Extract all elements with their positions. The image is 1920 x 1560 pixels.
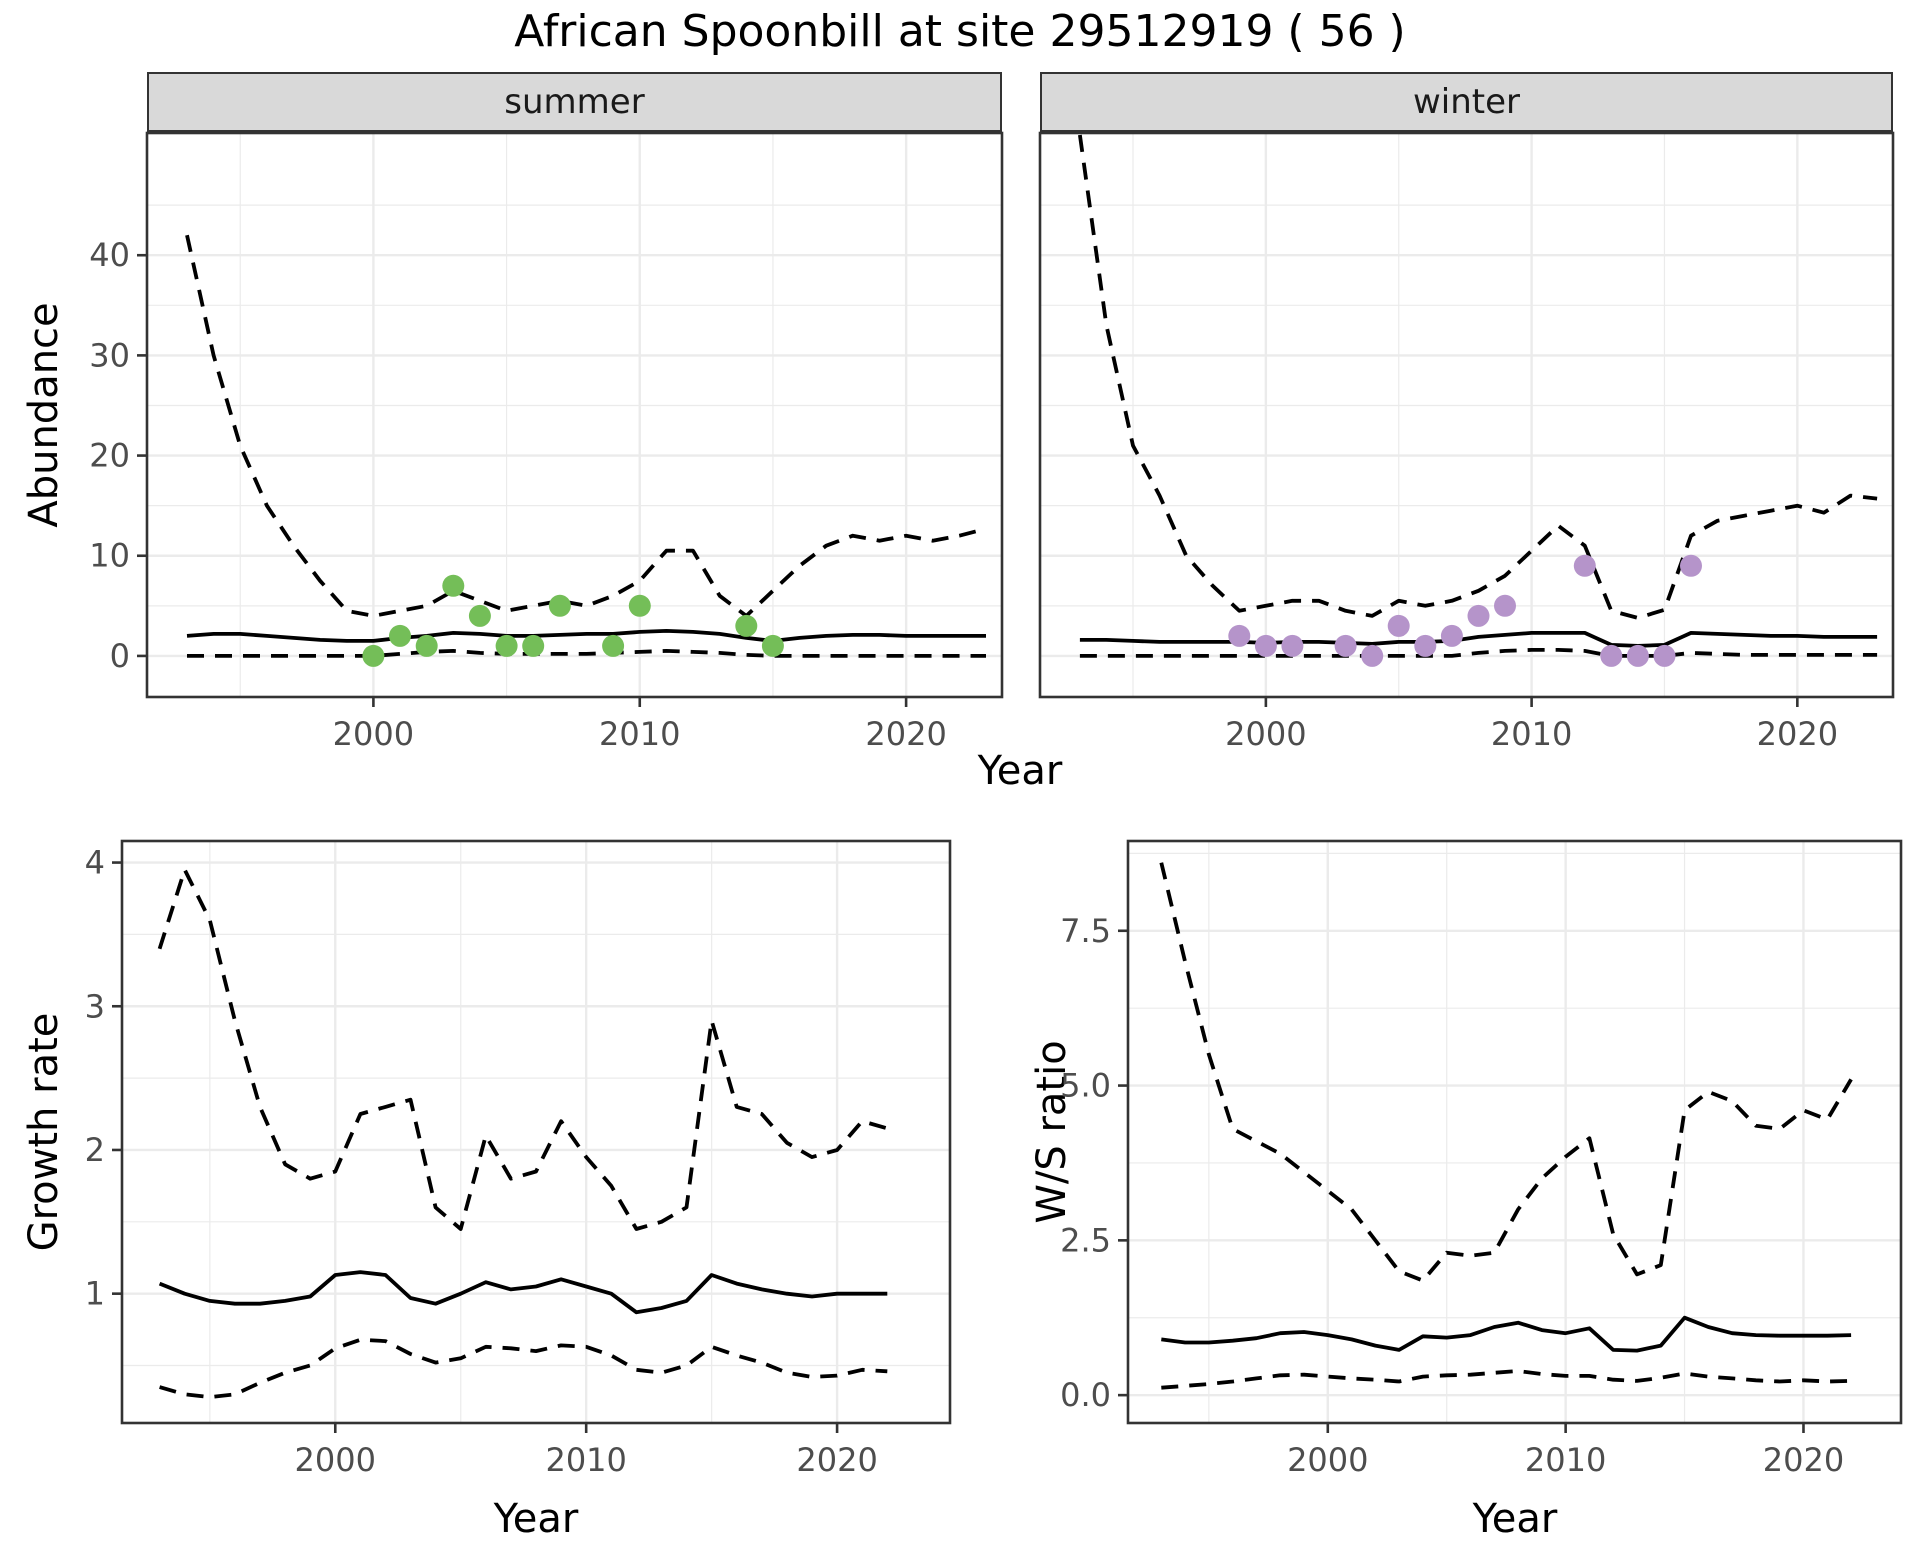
abundance-winter-panel-border xyxy=(1038,131,1895,699)
y-tick-label: 1 xyxy=(85,1275,105,1313)
x-tick-label: 2000 xyxy=(333,715,414,753)
abundance-winter-chart: 2000 2010 2020 xyxy=(1038,131,1895,753)
data-point xyxy=(468,604,491,627)
growth-rate-lower-95ci-line xyxy=(159,1337,888,1399)
data-point xyxy=(1440,624,1463,647)
y-tick-label: 2.5 xyxy=(1060,1221,1111,1259)
y-tick-label: 2 xyxy=(85,1131,105,1169)
facet-strip-winter: winter xyxy=(1040,72,1893,132)
y-tick-label: 4 xyxy=(85,844,105,882)
y-tick-label: 0 xyxy=(110,637,130,675)
abundance-summer-upper-95ci-line xyxy=(185,234,987,618)
abundance-winter-median-line xyxy=(1079,631,1878,648)
data-point xyxy=(1387,614,1410,637)
data-point xyxy=(415,634,438,657)
data-point xyxy=(735,614,758,637)
x-tick-label: 2020 xyxy=(865,715,946,753)
data-point xyxy=(1334,634,1357,657)
y-tick-label: 3 xyxy=(85,987,105,1025)
growth-rate-chart: 2000 2010 2020 1 2 3 4 xyxy=(85,839,952,1479)
abundance-summer-panel-border xyxy=(145,131,1004,699)
x-tick-label: 2020 xyxy=(796,1441,877,1479)
ws-ratio-upper-95ci-line xyxy=(1159,862,1853,1283)
y-tick-label: 40 xyxy=(89,236,130,274)
ws-ratio-x-axis-title: Year xyxy=(1472,1496,1558,1542)
x-tick-label: 2020 xyxy=(1757,715,1838,753)
data-point xyxy=(442,574,465,597)
x-tick-label: 2000 xyxy=(1225,715,1306,753)
facet-strip-winter-label: winter xyxy=(1412,82,1521,122)
data-point xyxy=(1361,644,1384,667)
y-tick-label: 20 xyxy=(89,437,130,475)
data-point xyxy=(389,624,411,647)
data-point xyxy=(1281,634,1304,657)
data-point xyxy=(1467,604,1490,627)
data-point xyxy=(522,634,545,657)
abundance-summer-median-line xyxy=(186,629,986,643)
x-tick-label: 2000 xyxy=(1287,1441,1368,1479)
data-point xyxy=(628,594,651,617)
data-point xyxy=(1573,554,1596,577)
y-tick-label: 30 xyxy=(89,336,130,374)
abundance-winter-upper-95ci-line xyxy=(1078,134,1878,620)
x-tick-label: 2000 xyxy=(295,1441,376,1479)
data-point xyxy=(1626,644,1649,667)
data-point xyxy=(362,644,385,667)
abundance-summer-lower-95ci-line xyxy=(187,649,986,658)
x-tick-label: 2010 xyxy=(1525,1441,1606,1479)
y-tick-label: 10 xyxy=(89,537,130,575)
data-point xyxy=(1680,554,1702,577)
x-tick-label: 2010 xyxy=(1491,715,1572,753)
data-point xyxy=(1414,634,1437,657)
abundance-axis-title: Abundance xyxy=(21,302,67,528)
data-point xyxy=(1228,624,1251,647)
x-tick-label: 2010 xyxy=(599,715,680,753)
x-tick-label: 2020 xyxy=(1763,1441,1844,1479)
growth-rate-axis-title: Growth rate xyxy=(21,1012,67,1252)
abundance-x-axis-title: Year xyxy=(977,748,1063,794)
data-point xyxy=(1494,594,1516,617)
chart-title: African Spoonbill at site 29512919 ( 56 … xyxy=(514,6,1406,57)
growth-rate-x-axis-title: Year xyxy=(493,1496,579,1542)
y-tick-label: 7.5 xyxy=(1060,912,1111,950)
y-tick-label: 5.0 xyxy=(1060,1067,1111,1105)
y-tick-label: 0.0 xyxy=(1060,1376,1111,1414)
abundance-summer-chart: 2000 2010 2020 0 10 20 30 40 xyxy=(89,131,1004,753)
ws-ratio-chart: 2000 2010 2020 0.0 2.5 5.0 7.5 xyxy=(1060,839,1903,1479)
x-tick-label: 2010 xyxy=(545,1441,626,1479)
data-point xyxy=(602,634,625,657)
data-point xyxy=(495,634,518,657)
growth-rate-panel-border xyxy=(120,839,952,1425)
data-point xyxy=(1653,644,1676,667)
data-point xyxy=(1600,644,1623,667)
data-point xyxy=(548,594,571,617)
abundance-winter-lower-95ci-line xyxy=(1079,648,1878,658)
facet-strip-summer: summer xyxy=(147,72,1002,132)
ws-ratio-lower-95ci-line xyxy=(1161,1369,1852,1390)
growth-rate-median-line xyxy=(158,1270,888,1315)
facet-strip-summer-label: summer xyxy=(504,82,645,122)
data-point xyxy=(1254,634,1277,657)
ws-ratio-panel-border xyxy=(1126,839,1903,1425)
growth-rate-upper-95ci-line xyxy=(157,867,888,1231)
ws-ratio-median-line xyxy=(1161,1315,1852,1353)
data-point xyxy=(761,634,784,657)
